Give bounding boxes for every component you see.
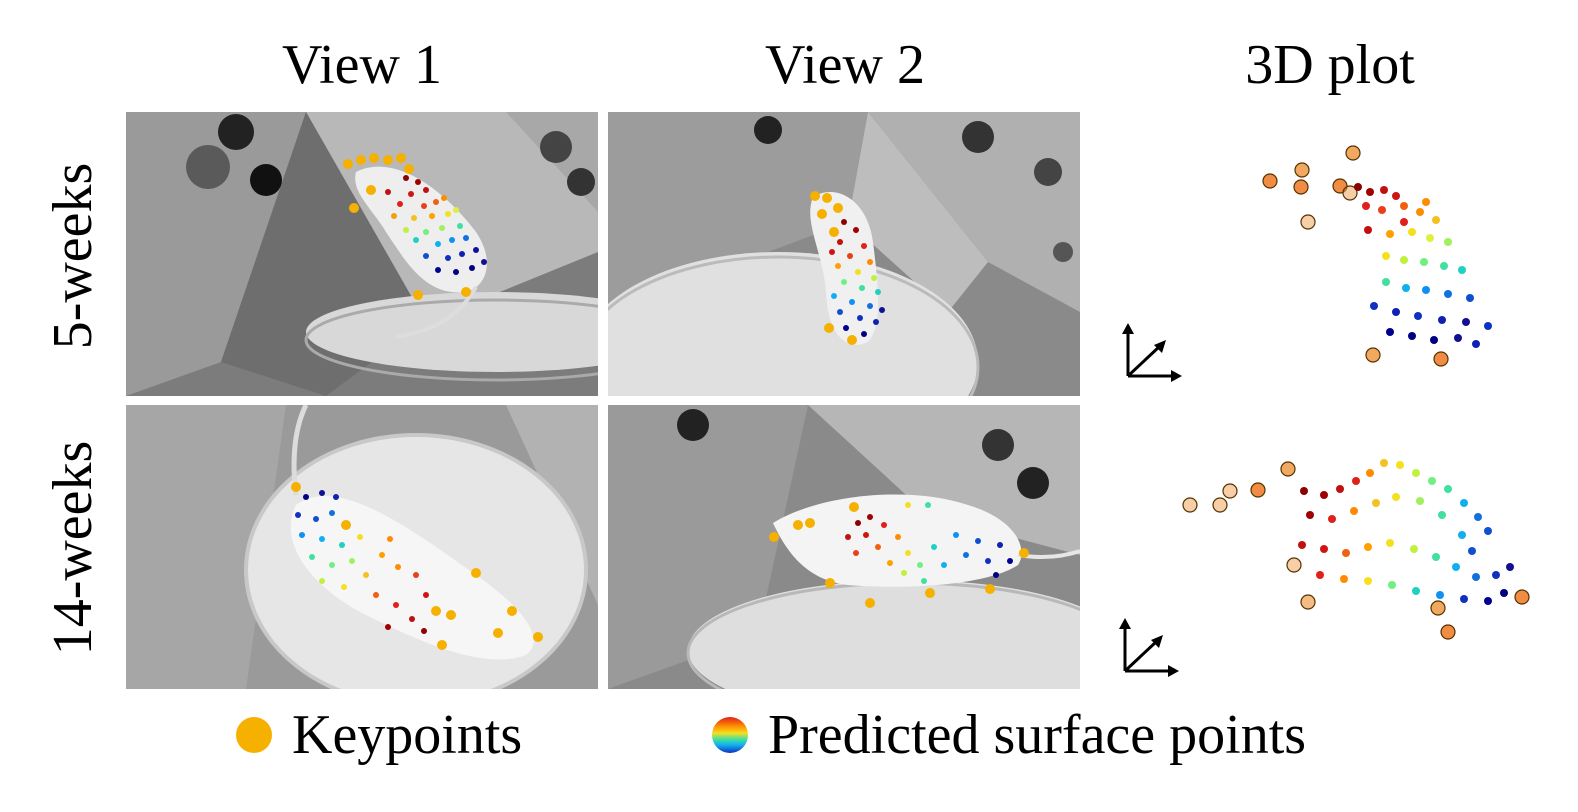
surface-points-group [295, 490, 429, 634]
row-label-5-weeks: 5-weeks [42, 162, 104, 350]
surface-points-group [845, 502, 1013, 584]
photo-14-weeks-view2 [608, 405, 1080, 689]
row-label-14-weeks: 14-weeks [42, 440, 104, 656]
column-title-view2: View 2 [765, 34, 925, 96]
axes-icon-row2 [1115, 615, 1185, 685]
keypoint-swatch-icon [236, 717, 272, 753]
photo-14-weeks-view1 [126, 405, 598, 689]
keypoints-3d-group [1182, 461, 1530, 640]
plot3d-5-weeks [1190, 130, 1520, 380]
surface-points-group [385, 175, 487, 275]
surface-points-3d-group [1354, 183, 1492, 348]
column-title-view1: View 1 [282, 34, 442, 96]
keypoints-group [343, 153, 471, 300]
photo-5-weeks-view1 [126, 112, 598, 396]
keypoints-group [769, 502, 1029, 608]
plot3d-14-weeks [1170, 445, 1540, 655]
column-title-3d-plot: 3D plot [1245, 34, 1415, 96]
legend-surface-label: Predicted surface points [768, 704, 1307, 766]
photo-5-weeks-view2 [608, 112, 1080, 396]
surface-points-group [829, 219, 885, 337]
axes-icon-row1 [1118, 320, 1188, 390]
legend-keypoints-label: Keypoints [292, 704, 523, 766]
surface-points-3d-group [1298, 459, 1514, 605]
surface-colormap-swatch-icon [712, 717, 748, 753]
legend-keypoints: Keypoints [236, 700, 522, 770]
keypoints-group [810, 191, 857, 345]
legend-surface-points: Predicted surface points [712, 700, 1306, 770]
keypoints-group [291, 482, 543, 650]
keypoints-3d-group [1262, 145, 1449, 367]
